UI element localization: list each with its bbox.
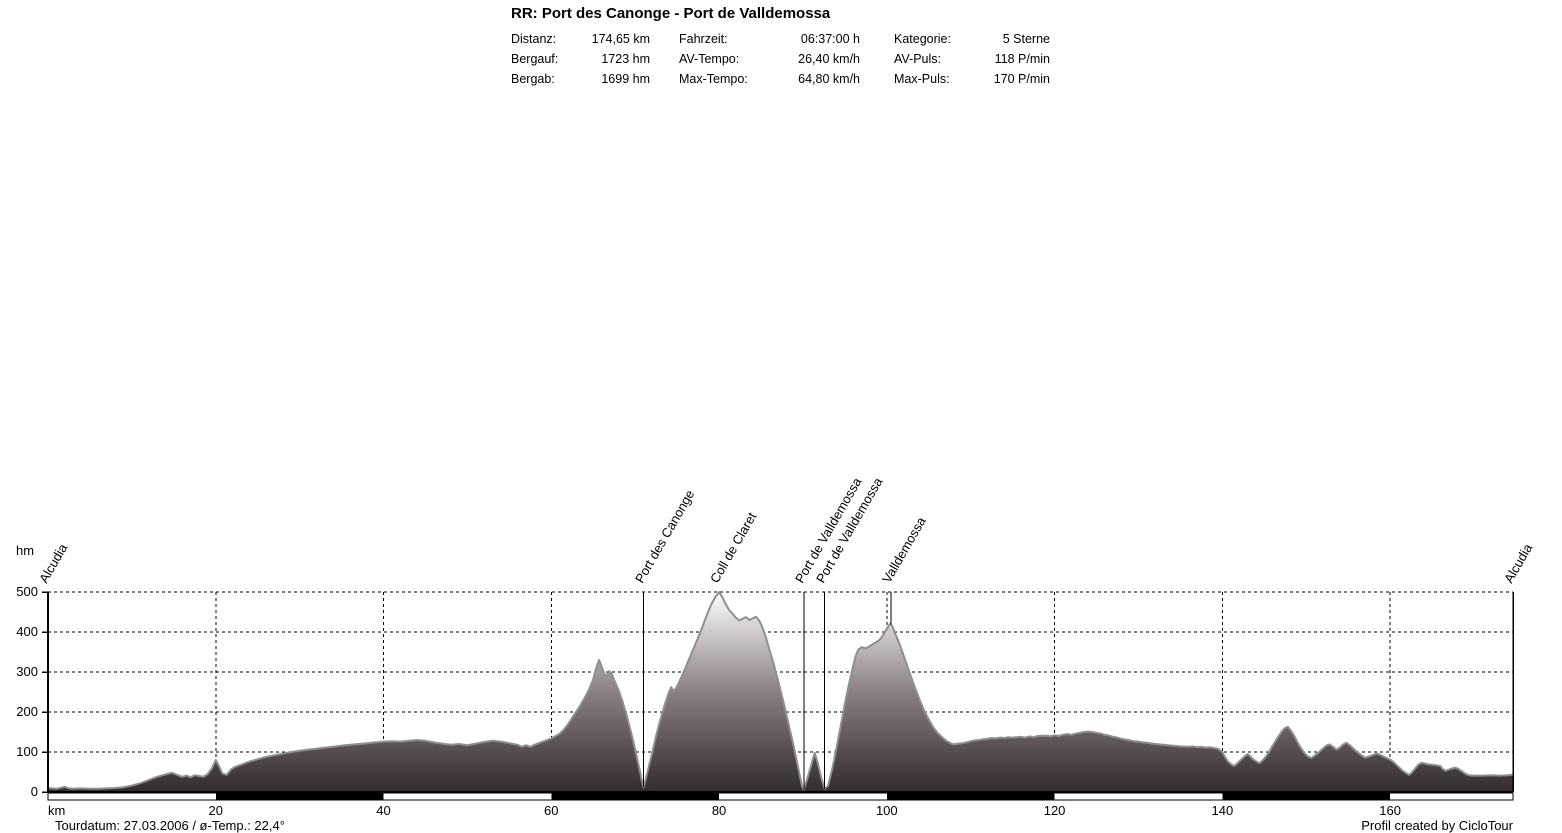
x-tick-label: 120 [1043, 803, 1066, 818]
y-tick-label: 300 [16, 664, 38, 679]
x-tick-label: 140 [1211, 803, 1234, 818]
scale-bar-segment [1222, 793, 1391, 800]
x-tick-label: 100 [875, 803, 898, 818]
scale-bar-segment [551, 793, 720, 800]
stat-value: 170 P/min [993, 72, 1050, 86]
x-tick-label: 160 [1379, 803, 1401, 818]
stat-pair: Max-Tempo: 64,80 km/h [679, 69, 860, 89]
x-tick-label: 60 [544, 803, 559, 818]
stat-row: Bergauf: 1723 hm AV-Tempo: 26,40 km/h AV-Pul… [511, 49, 1050, 69]
y-tick-label: 400 [16, 624, 38, 639]
stat-value: 5 Sterne [1002, 32, 1050, 46]
stat-label: Bergab: [511, 72, 555, 86]
stat-value: 26,40 km/h [798, 52, 860, 66]
stat-value: 06:37:00 h [800, 32, 860, 46]
stat-value: 64,80 km/h [798, 72, 860, 86]
tour-date-temp-text: Tourdatum: 27.03.2006 / ø-Temp.: 22,4° [55, 818, 285, 833]
created-by-text: Profil created by CicloTour [1361, 818, 1513, 833]
stat-pair: AV-Tempo: 26,40 km/h [679, 49, 860, 69]
y-axis-unit-label: hm [16, 543, 35, 558]
stat-label: Bergauf: [511, 52, 559, 66]
stat-label: AV-Tempo: [679, 52, 740, 66]
stat-label: Max-Puls: [894, 72, 950, 86]
x-tick-label: 40 [376, 803, 391, 818]
stat-label: AV-Puls: [894, 52, 942, 66]
stat-label: Fahrzeit: [679, 32, 728, 46]
stat-label: Distanz: [511, 32, 557, 46]
scale-bar-segment [215, 793, 384, 800]
y-tick-label: 0 [30, 784, 38, 799]
stat-pair: Fahrzeit: 06:37:00 h [679, 29, 860, 49]
stat-value: 1699 hm [601, 72, 650, 86]
x-tick-label: 80 [711, 803, 727, 818]
stat-pair: AV-Puls: 118 P/min [894, 49, 1050, 69]
x-axis-unit-label: km [48, 803, 66, 818]
stat-value: 174,65 km [591, 32, 650, 46]
stat-value: 118 P/min [994, 52, 1050, 66]
stat-label: Kategorie: [894, 32, 951, 46]
stat-pair: Kategorie: 5 Sterne [894, 29, 1050, 49]
y-tick-label: 100 [16, 744, 38, 759]
scale-bar-segment [886, 793, 1055, 800]
stat-pair: Bergauf: 1723 hm [511, 49, 650, 69]
tour-stats-table: Distanz: 174,65 km Fahrzeit: 06:37:00 h Kate… [511, 29, 1050, 89]
stat-value: 1723 hm [601, 52, 650, 66]
y-tick-label: 500 [16, 584, 38, 599]
stat-pair: Distanz: 174,65 km [511, 29, 650, 49]
stat-pair: Max-Puls: 170 P/min [894, 69, 1050, 89]
elevation-outline [47, 591, 1514, 791]
page-title: RR: Port des Canonge - Port de Valldemos… [511, 5, 831, 22]
y-tick-label: 200 [16, 704, 38, 719]
stat-label: Max-Tempo: [679, 72, 748, 86]
stat-row: Bergab: 1699 hm Max-Tempo: 64,80 km/h Max-Pu… [511, 69, 1050, 89]
stat-pair: Bergab: 1699 hm [511, 69, 650, 89]
stat-row: Distanz: 174,65 km Fahrzeit: 06:37:00 h Kate… [511, 29, 1050, 49]
scale-bar [47, 792, 1514, 801]
x-tick-label: 20 [208, 803, 223, 818]
